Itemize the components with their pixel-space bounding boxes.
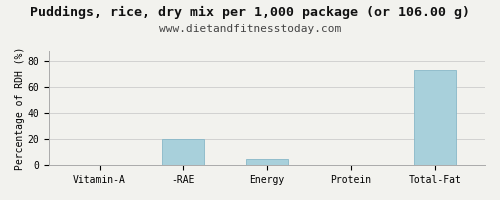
Bar bbox=[414, 70, 456, 165]
Bar bbox=[162, 139, 204, 165]
Text: Puddings, rice, dry mix per 1,000 package (or 106.00 g): Puddings, rice, dry mix per 1,000 packag… bbox=[30, 6, 470, 19]
Text: www.dietandfitnesstoday.com: www.dietandfitnesstoday.com bbox=[159, 24, 341, 34]
Bar bbox=[246, 159, 288, 165]
Y-axis label: Percentage of RDH (%): Percentage of RDH (%) bbox=[15, 46, 25, 170]
